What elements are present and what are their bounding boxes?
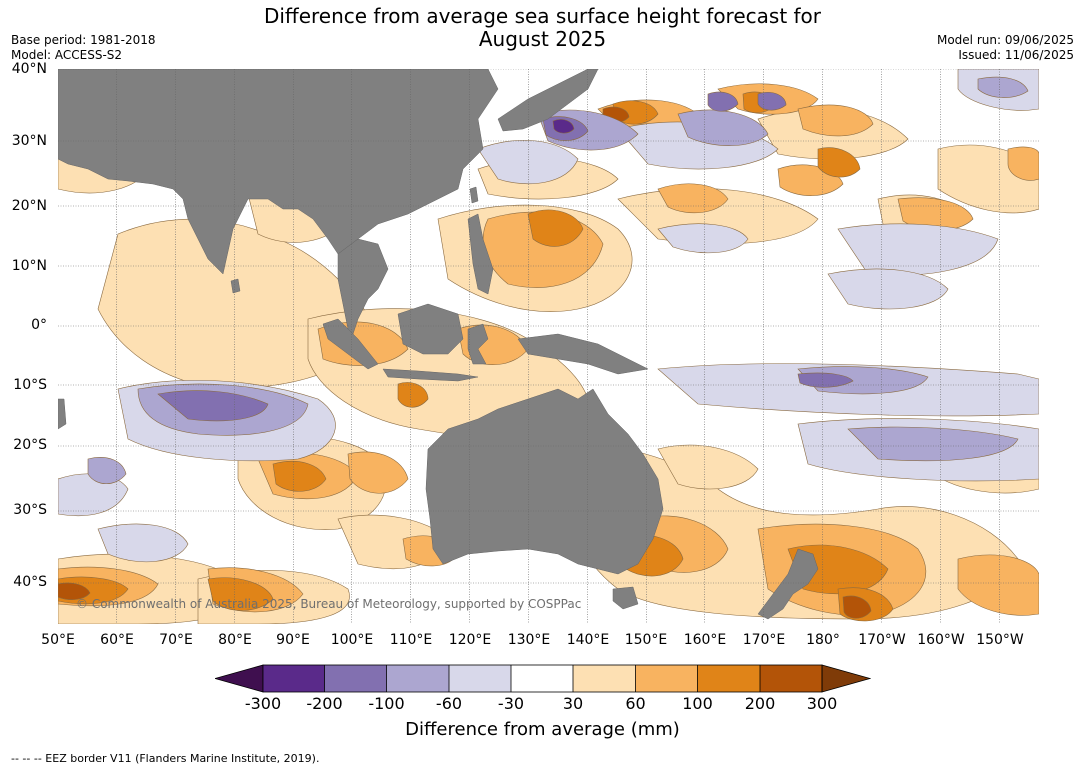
colorbar-tick-label: 200 <box>744 694 776 713</box>
lat-label: 30°N <box>11 133 47 149</box>
issued-label: Issued: 11/06/2025 <box>958 48 1074 62</box>
colorbar-title: Difference from average (mm) <box>405 719 680 740</box>
indochina <box>337 238 389 335</box>
sri-lanka <box>230 278 241 294</box>
lat-label: 10°N <box>11 258 47 274</box>
colorbar-bin <box>324 665 387 692</box>
new-zealand <box>757 548 819 620</box>
lon-label: 160°W <box>917 632 965 648</box>
colorbar-tick-label: -200 <box>306 694 343 713</box>
madagascar <box>58 398 67 430</box>
new-guinea <box>517 333 649 375</box>
meta-left: Base period: 1981-2018 Model: ACCESS-S2 <box>11 33 156 63</box>
sumatra <box>322 318 379 370</box>
lat-label: 20°S <box>13 437 47 453</box>
java <box>382 368 479 382</box>
lat-label: 0° <box>31 317 47 333</box>
lat-label: 30°S <box>13 502 47 518</box>
lon-label: 100°E <box>330 632 374 648</box>
lat-label: 40°N <box>11 61 47 77</box>
lon-label: 160°E <box>683 632 727 648</box>
lon-label: 150°W <box>976 632 1024 648</box>
lon-label: 50°E <box>41 632 75 648</box>
lat-label: 20°N <box>11 198 47 214</box>
colorbar-tick-label: 60 <box>625 694 646 713</box>
copyright-notice: © Commonwealth of Australia 2025, Bureau… <box>76 597 582 611</box>
model-label: Model: ACCESS-S2 <box>11 48 123 62</box>
colorbar-bin <box>573 665 636 692</box>
colorbar-tick-label: 30 <box>562 694 584 713</box>
colorbar-tick-label: -60 <box>435 694 463 713</box>
colorbar-tick-label: 100 <box>682 694 713 713</box>
lon-label: 170°E <box>742 632 786 648</box>
colorbar-bin <box>760 665 822 692</box>
colorbar-tick-label: 300 <box>806 694 838 713</box>
lon-label: 80°E <box>218 632 252 648</box>
colorbar-bin <box>635 665 698 692</box>
colorbar-high-extension <box>821 664 871 693</box>
australia <box>425 388 664 575</box>
colorbar-bin <box>511 665 573 692</box>
colorbar-tick-label: -30 <box>497 694 525 713</box>
model-run-label: Model run: 09/06/2025 <box>936 33 1074 47</box>
colorbar-bin <box>263 665 325 692</box>
sea-surface-height-map <box>58 69 1039 624</box>
base-period-label: Base period: 1981-2018 <box>11 33 156 47</box>
sulawesi <box>467 323 489 365</box>
graticule <box>58 69 1039 624</box>
meta-right: Model run: 09/06/2025 Issued: 11/06/2025 <box>937 33 1074 63</box>
taiwan <box>469 186 479 204</box>
lat-label: 40°S <box>13 574 47 590</box>
tasmania <box>612 586 639 610</box>
land-masses <box>58 69 819 620</box>
lon-label: 120°E <box>448 632 492 648</box>
colorbar-tick-label: -300 <box>244 694 282 713</box>
lon-label: 110°E <box>389 632 433 648</box>
lon-label: 60°E <box>100 632 134 648</box>
lon-label: 150°E <box>624 632 668 648</box>
lat-label: 10°S <box>13 377 47 393</box>
colorbar <box>215 664 871 693</box>
map-title-line2: August 2025 <box>478 27 607 51</box>
japan <box>497 69 599 132</box>
lon-label: 140°E <box>566 632 610 648</box>
colorbar-bin <box>697 665 760 692</box>
map-title-line1: Difference from average sea surface heig… <box>263 4 822 28</box>
lon-label: 90°E <box>276 632 310 648</box>
colorbar-bin <box>449 665 511 692</box>
colorbar-bin <box>386 665 449 692</box>
lon-label: 130°E <box>507 632 551 648</box>
lon-label: 180° <box>806 632 840 648</box>
asia-landmass <box>58 69 499 275</box>
lon-label: 70°E <box>159 632 193 648</box>
colorbar-low-extension <box>215 664 264 693</box>
footer-note: -- -- -- EEZ border V11 (Flanders Marine… <box>11 752 320 765</box>
lon-label: 170°W <box>858 632 906 648</box>
borneo <box>397 303 464 355</box>
philippines <box>467 213 494 295</box>
colorbar-tick-label: -100 <box>368 694 405 713</box>
